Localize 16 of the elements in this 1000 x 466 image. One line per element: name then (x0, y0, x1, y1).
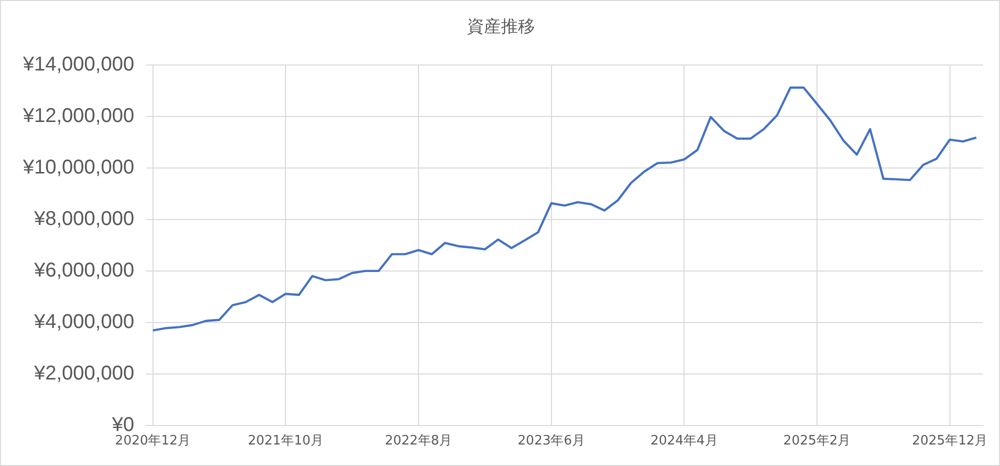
x-tick-label: 2020年12月 (115, 434, 191, 449)
x-tick-label: 2025年12月 (912, 434, 988, 449)
x-tick-label: 2023年6月 (518, 434, 586, 449)
x-tick-label: 2021年10月 (248, 434, 324, 449)
y-tick-label: ¥0 (110, 414, 134, 436)
x-tick-label: 2025年2月 (783, 434, 851, 449)
y-tick-label: ¥10,000,000 (22, 156, 134, 178)
y-tick-label: ¥4,000,000 (33, 310, 134, 333)
y-tick-label: ¥14,000,000 (22, 54, 134, 76)
x-tick-label: 2022年8月 (384, 434, 452, 449)
y-tick-label: ¥2,000,000 (33, 362, 134, 384)
y-tick-label: ¥12,000,000 (22, 105, 134, 127)
y-tick-label: ¥8,000,000 (33, 208, 134, 230)
chart-title: 資産推移 (466, 16, 536, 38)
x-tick-label: 2024年4月 (650, 434, 718, 449)
y-tick-label: ¥6,000,000 (33, 259, 134, 282)
